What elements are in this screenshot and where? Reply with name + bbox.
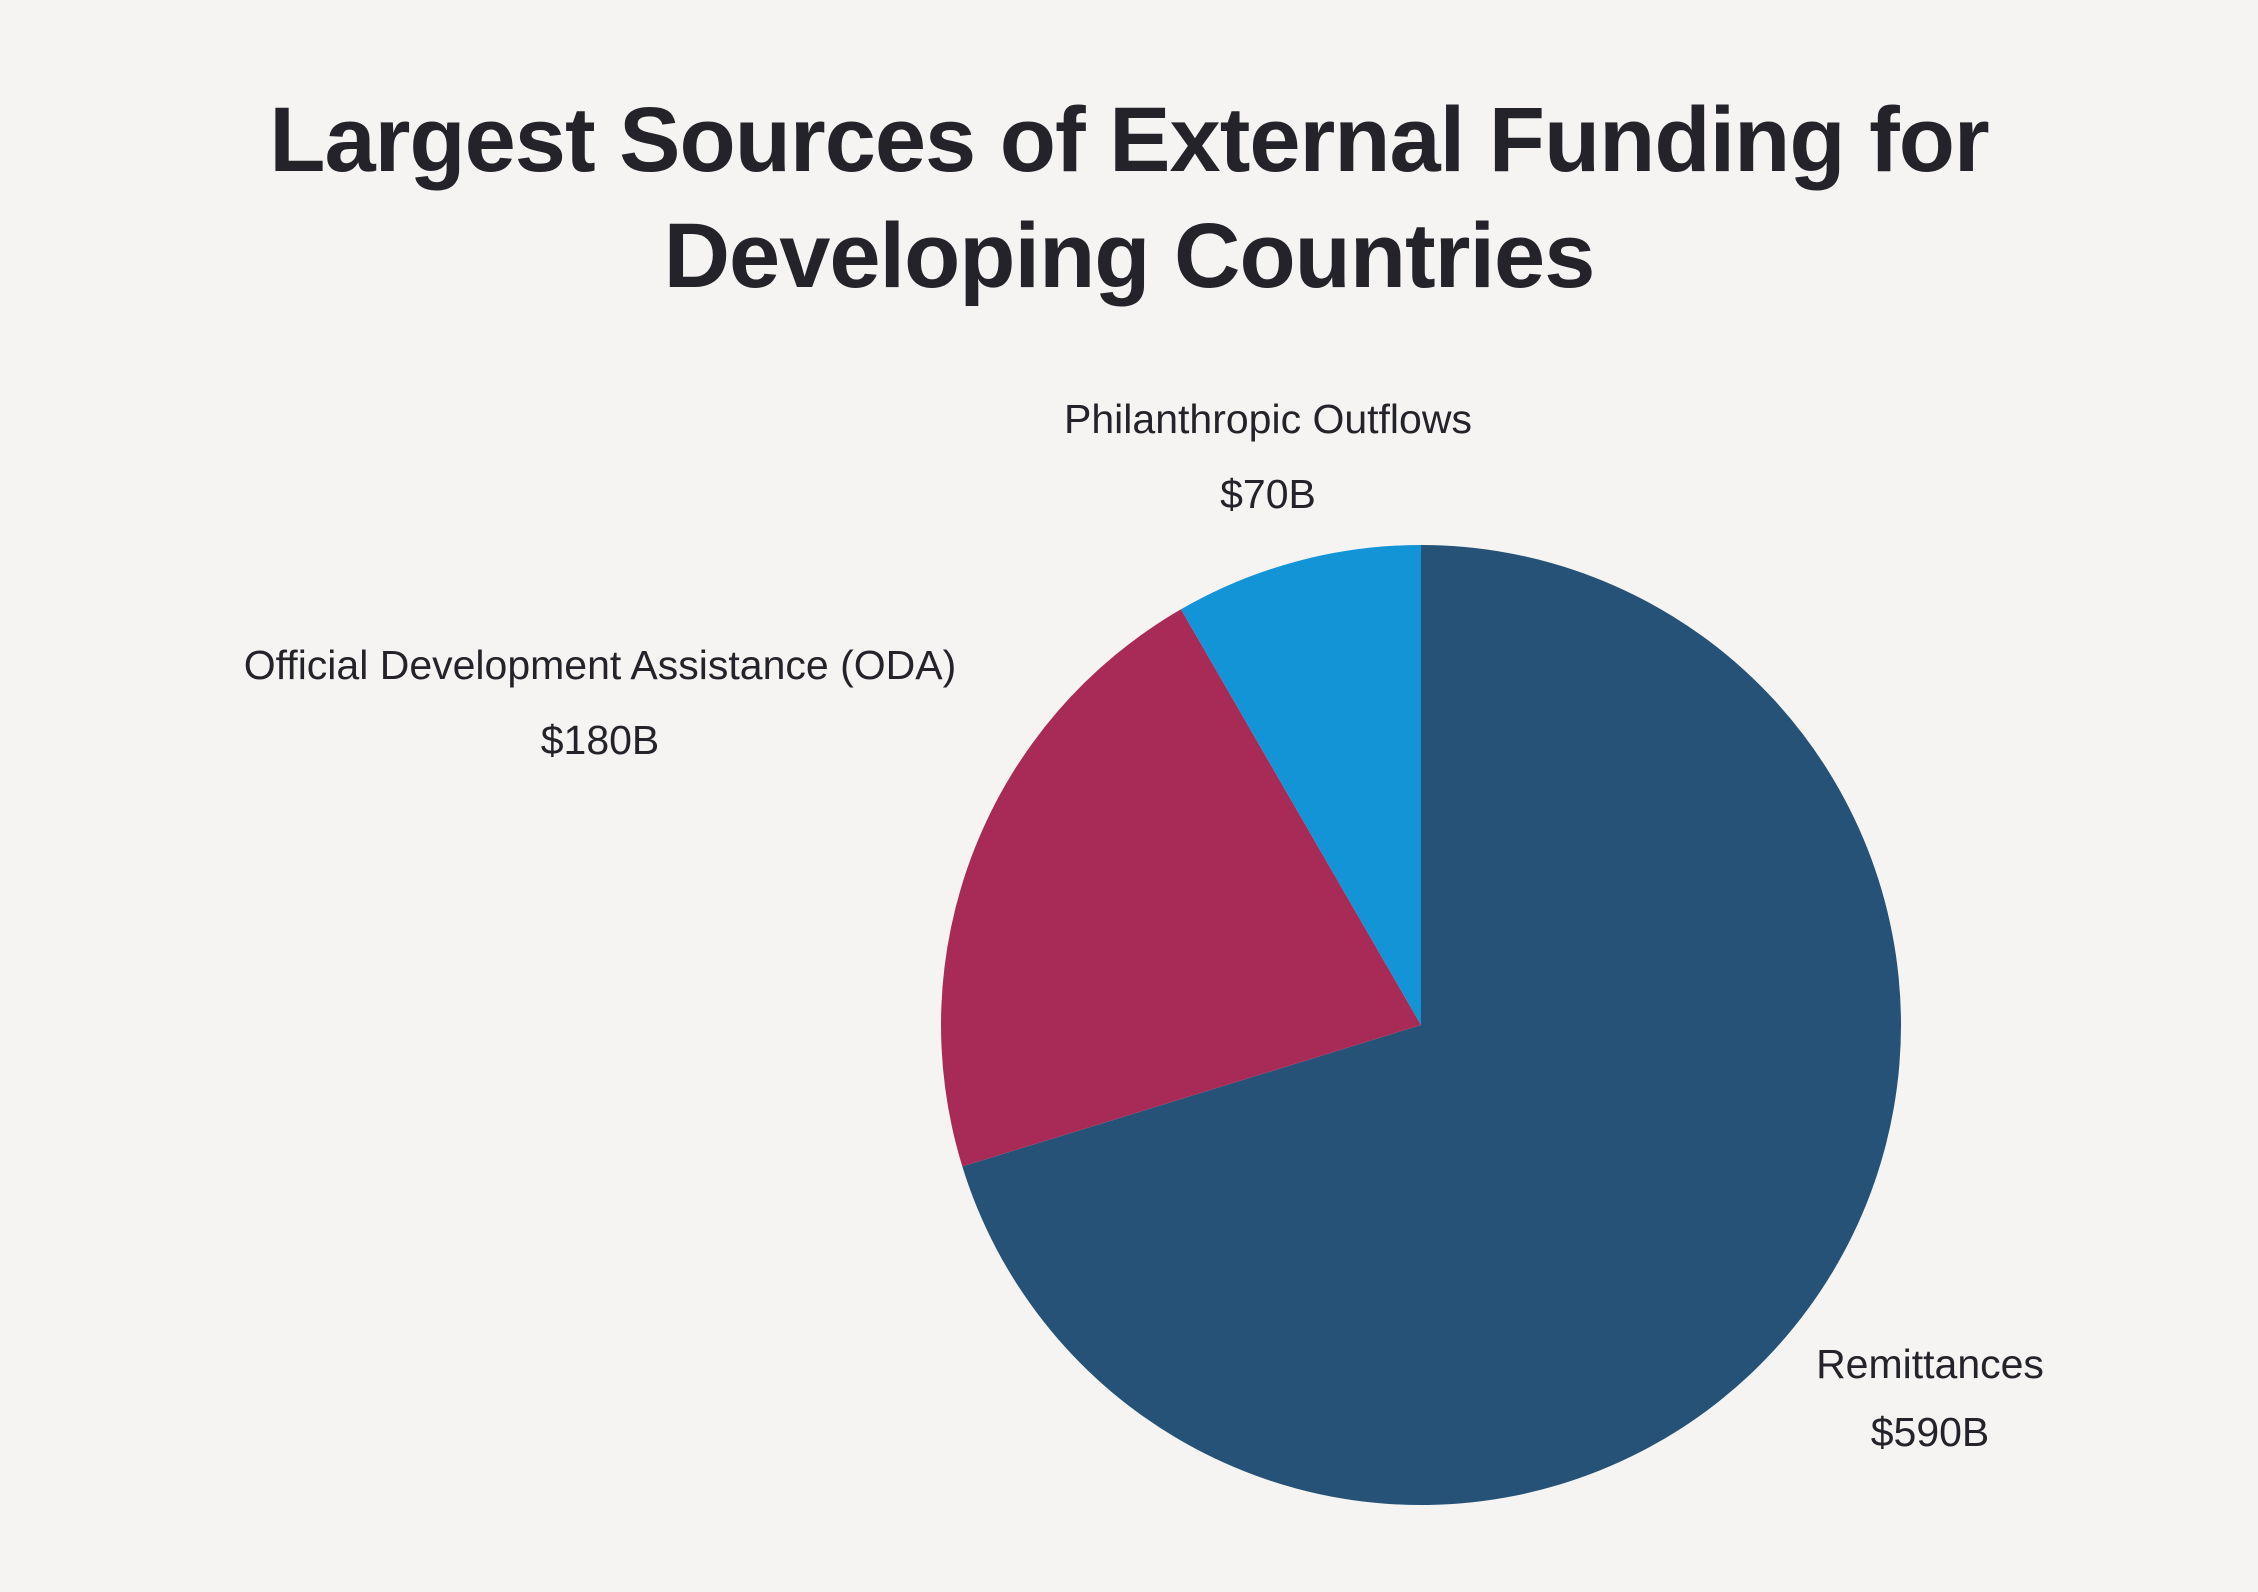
- chart-title: Largest Sources of External Funding for …: [0, 82, 2258, 314]
- slice-value-oda: $180B: [541, 717, 660, 763]
- slice-label-oda: Official Development Assistance (ODA): [244, 642, 956, 688]
- slice-value-philanthropic: $70B: [1220, 471, 1316, 517]
- slice-value-remittances: $590B: [1871, 1409, 1990, 1455]
- pie-slice-official-development-assistance-oda: [941, 609, 1421, 1167]
- slice-label-remittances: Remittances: [1816, 1341, 2044, 1387]
- pie-slices: [941, 544, 1902, 1505]
- pie-slice-remittances: [962, 544, 1902, 1505]
- pie-slice-philanthropic-outflows: [1181, 545, 1421, 1025]
- chart-title-line-2: Developing Countries: [663, 205, 1596, 307]
- chart-title-line-1: Largest Sources of External Funding for: [269, 89, 1989, 191]
- slice-label-philanthropic: Philanthropic Outflows: [1064, 396, 1472, 442]
